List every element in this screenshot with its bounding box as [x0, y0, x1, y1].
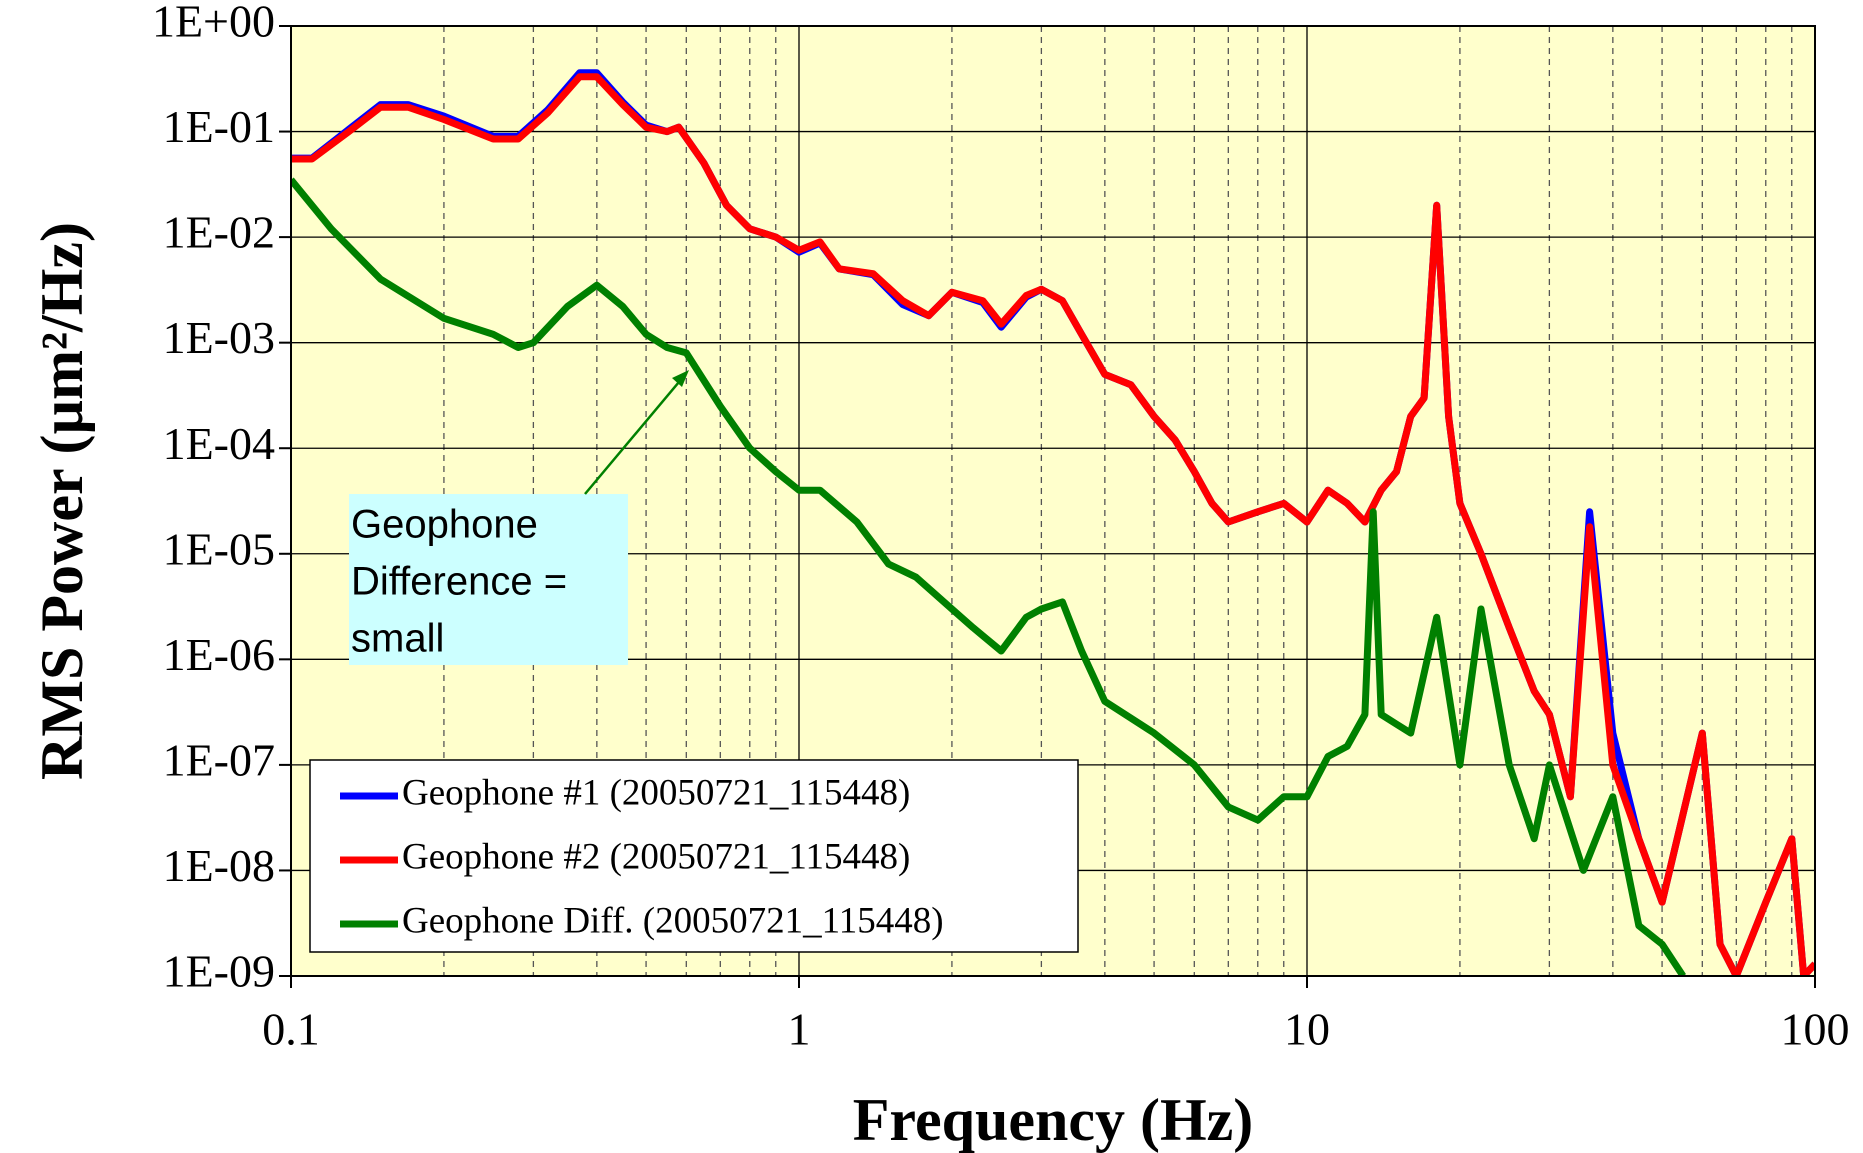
y-tick-label: 1E+00 [152, 0, 275, 47]
y-axis-title: RMS Power (µm²/Hz) [29, 222, 95, 780]
x-axis-title: Frequency (Hz) [853, 1087, 1253, 1153]
annotation-text: Geophone [351, 503, 538, 547]
y-tick-label: 1E-01 [163, 101, 275, 152]
series-line [291, 177, 1687, 976]
annotation-box [349, 494, 628, 665]
y-tick-label: 1E-05 [163, 523, 275, 574]
y-tick-label: 1E-02 [163, 207, 275, 258]
y-tick-label: 1E-08 [163, 840, 275, 891]
legend-label: Geophone #1 (20050721_115448) [402, 772, 910, 813]
annotation-text: Difference = [351, 560, 567, 604]
annotation-text: small [351, 617, 444, 661]
y-tick-label: 1E-04 [163, 418, 275, 469]
annotation-arrow [584, 375, 685, 495]
y-tick-label: 1E-03 [163, 312, 275, 363]
legend-label: Geophone #2 (20050721_115448) [402, 836, 910, 877]
x-tick-label: 1 [788, 1004, 811, 1055]
arrow-head [672, 370, 689, 387]
y-tick-label: 1E-06 [163, 629, 275, 680]
legend-label: Geophone Diff. (20050721_115448) [402, 900, 944, 941]
y-tick-label: 1E-09 [163, 946, 275, 997]
legend-box [309, 759, 1079, 953]
series-line [291, 73, 1815, 976]
plot-border [290, 25, 1816, 977]
y-tick-label: 1E-07 [163, 734, 275, 785]
x-tick-label: 0.1 [262, 1004, 320, 1055]
x-tick-label: 100 [1781, 1004, 1850, 1055]
x-tick-label: 10 [1284, 1004, 1330, 1055]
